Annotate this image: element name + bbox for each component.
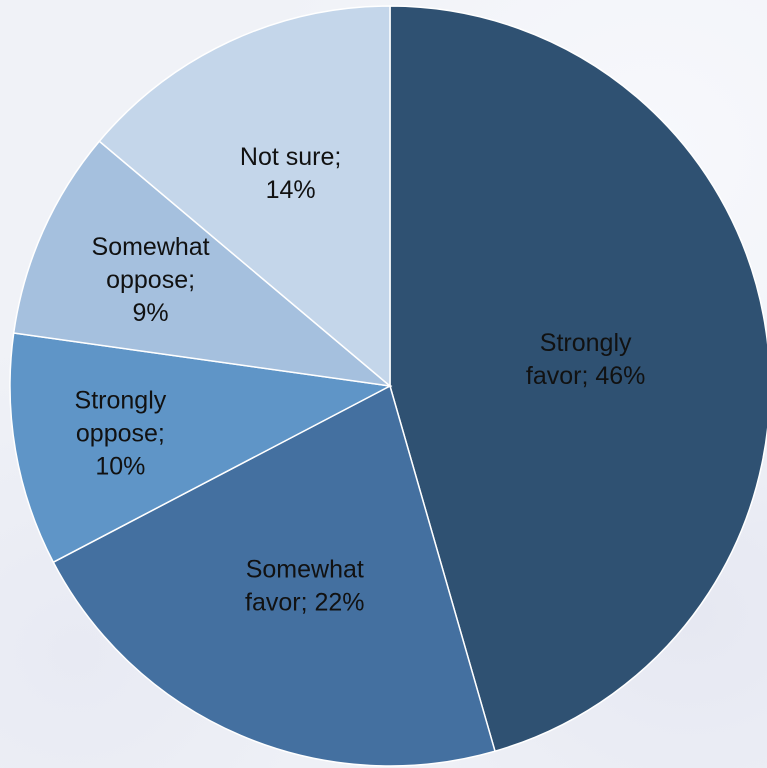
data-label-line: favor; 22% <box>245 589 365 617</box>
pie-slice-strongly-oppose <box>9 332 393 564</box>
data-label-line: 9% <box>133 299 169 327</box>
pie-slice-not-sure <box>98 5 391 388</box>
data-label-strongly-favor: Strongly favor; 46% <box>526 329 646 390</box>
pie-slice-somewhat-oppose <box>12 140 393 388</box>
pie-slices <box>9 5 767 767</box>
data-label-line: Strongly <box>540 329 632 357</box>
data-label-strongly-oppose: Strongly oppose; 10% <box>75 387 167 481</box>
data-label-line: 10% <box>95 453 145 481</box>
pie-slice-somewhat-favor <box>52 384 496 767</box>
data-label-somewhat-oppose: Somewhat oppose; 9% <box>92 233 210 327</box>
data-label-not-sure: Not sure; 14% <box>240 143 341 204</box>
pie-slice-strongly-favor <box>389 5 767 753</box>
data-label-line: Strongly <box>75 387 167 415</box>
data-label-line: favor; 46% <box>526 362 646 390</box>
data-labels: Strongly favor; 46% Somewhat favor; 22% Stro… <box>75 143 646 617</box>
data-label-line: oppose; <box>76 420 165 448</box>
data-label-line: Somewhat <box>246 556 364 584</box>
data-label-line: 14% <box>266 176 316 204</box>
data-label-line: Not sure; <box>240 143 341 171</box>
data-label-line: Somewhat <box>92 233 210 261</box>
data-label-line: oppose; <box>106 266 195 294</box>
data-label-somewhat-favor: Somewhat favor; 22% <box>245 556 365 617</box>
